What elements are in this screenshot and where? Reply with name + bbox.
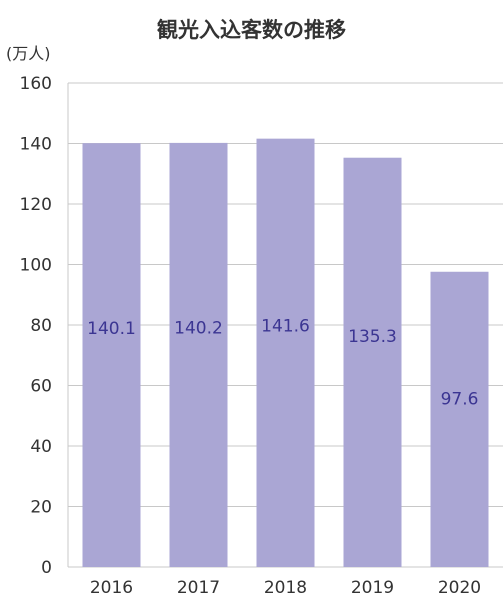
bar (82, 143, 141, 567)
data-label: 141.6 (261, 316, 310, 336)
y-axis-ticks: 0 20 40 60 80 100 120 140 160 (20, 74, 52, 578)
y-tick-label: 120 (20, 195, 52, 215)
x-tick-label: 2020 (438, 578, 481, 597)
data-label: 140.1 (87, 319, 136, 339)
x-tick-label: 2016 (90, 578, 133, 597)
data-label: 97.6 (441, 390, 479, 410)
data-labels: 140.1 140.2 141.6 135.3 97.6 (87, 316, 478, 409)
data-label: 140.2 (174, 319, 223, 339)
bar (256, 138, 315, 567)
x-tick-label: 2017 (177, 578, 220, 597)
y-tick-label: 160 (20, 74, 52, 94)
bar (343, 157, 402, 567)
y-tick-label: 100 (20, 256, 52, 276)
y-tick-label: 80 (30, 316, 52, 336)
x-tick-label: 2019 (351, 578, 394, 597)
y-tick-label: 0 (41, 558, 52, 578)
y-tick-label: 140 (20, 135, 52, 155)
chart-title: 観光入込客数の推移 (157, 18, 346, 42)
y-tick-label: 20 (30, 498, 52, 518)
x-axis-ticks: 2016 2017 2018 2019 2020 (90, 578, 481, 597)
y-tick-label: 60 (30, 377, 52, 397)
x-tick-label: 2018 (264, 578, 307, 597)
bars (82, 138, 489, 567)
data-label: 135.3 (348, 327, 397, 347)
y-tick-label: 40 (30, 437, 52, 457)
bar (430, 271, 489, 567)
bar (169, 142, 228, 567)
y-axis-unit-label: (万人) (6, 44, 51, 63)
